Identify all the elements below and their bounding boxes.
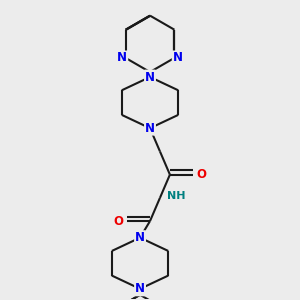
Text: O: O	[196, 168, 206, 181]
Text: N: N	[117, 51, 127, 64]
Text: O: O	[113, 214, 124, 228]
Text: NH: NH	[167, 191, 186, 201]
Text: N: N	[135, 282, 145, 296]
Text: N: N	[173, 51, 183, 64]
Text: N: N	[145, 122, 155, 135]
Text: N: N	[145, 70, 155, 83]
Text: N: N	[135, 231, 145, 244]
